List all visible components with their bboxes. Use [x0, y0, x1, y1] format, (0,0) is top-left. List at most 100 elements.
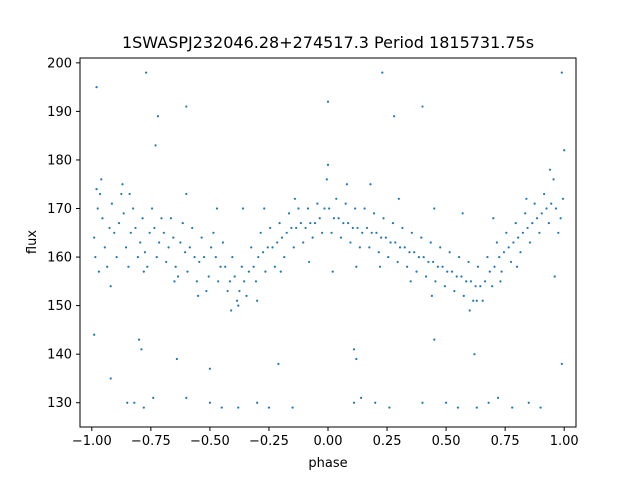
data-point	[208, 367, 211, 370]
data-point	[126, 401, 129, 404]
data-point	[155, 255, 158, 259]
data-point	[368, 246, 371, 249]
data-point	[185, 105, 188, 108]
data-point	[316, 202, 319, 205]
data-point	[514, 221, 517, 225]
data-point	[511, 406, 514, 409]
data-point	[158, 241, 161, 244]
data-point	[356, 226, 359, 230]
data-point	[140, 348, 143, 351]
data-point	[415, 270, 418, 273]
data-point	[398, 246, 402, 249]
data-point	[487, 401, 490, 404]
data-point	[293, 197, 297, 200]
data-point	[512, 241, 515, 244]
data-point	[417, 255, 421, 259]
data-point	[240, 265, 243, 268]
data-point	[531, 221, 534, 225]
data-point	[433, 338, 436, 341]
data-point	[331, 270, 334, 273]
data-point	[276, 241, 279, 244]
data-point	[259, 231, 262, 234]
data-point	[535, 217, 539, 220]
data-point	[410, 231, 413, 234]
data-point	[269, 226, 272, 230]
data-point	[318, 217, 321, 220]
data-point	[237, 406, 240, 409]
data-point	[559, 217, 562, 220]
data-point	[351, 226, 354, 230]
y-axis: 130 140 150 160 170 180 190 200	[47, 56, 80, 411]
data-point	[443, 285, 447, 288]
data-point	[527, 401, 530, 404]
data-point	[509, 260, 513, 264]
x-tick-label: −0.75	[131, 434, 171, 449]
data-point	[370, 231, 373, 234]
data-point	[162, 231, 165, 234]
data-point	[297, 207, 300, 210]
data-point	[495, 241, 498, 244]
data-point	[311, 236, 314, 239]
data-point	[214, 255, 217, 259]
data-point	[238, 289, 241, 293]
data-point	[309, 221, 312, 225]
data-point	[256, 401, 259, 404]
data-point	[554, 207, 558, 210]
data-point	[217, 280, 220, 283]
data-point	[273, 265, 276, 268]
data-point	[352, 348, 356, 351]
y-axis-label: flux	[25, 230, 40, 254]
data-point	[403, 246, 406, 249]
data-point	[103, 246, 106, 249]
data-point	[552, 178, 555, 181]
data-point	[106, 265, 109, 268]
data-point	[430, 294, 434, 298]
data-point	[325, 178, 328, 181]
data-point	[247, 270, 250, 273]
data-point	[186, 270, 189, 273]
data-point	[100, 178, 103, 181]
data-point	[548, 168, 552, 171]
y-tick-label: 160	[47, 251, 72, 266]
data-point	[560, 71, 563, 74]
data-point	[133, 401, 136, 404]
data-point	[287, 212, 291, 215]
data-point	[455, 275, 458, 278]
data-point	[486, 255, 489, 259]
data-point	[127, 265, 130, 268]
data-point	[433, 207, 436, 210]
data-point	[388, 406, 391, 409]
data-point	[231, 255, 234, 259]
data-point	[479, 285, 482, 288]
data-point	[344, 202, 347, 205]
data-point	[499, 280, 502, 283]
x-tick-label: 0.50	[432, 434, 461, 449]
data-point	[185, 192, 188, 196]
data-point	[560, 362, 563, 365]
data-point	[474, 285, 477, 288]
data-point	[326, 163, 330, 166]
data-point	[174, 265, 177, 268]
data-point	[461, 212, 464, 215]
data-point	[245, 294, 248, 298]
data-point	[515, 265, 519, 268]
data-point	[358, 246, 361, 249]
data-point	[457, 255, 461, 259]
data-point	[109, 377, 112, 380]
data-point	[93, 333, 96, 336]
data-point	[308, 260, 311, 264]
x-tick-label: 1.00	[550, 434, 579, 449]
data-point	[429, 241, 432, 244]
data-point	[377, 251, 380, 254]
data-point	[359, 396, 363, 399]
data-point	[261, 251, 265, 254]
data-point	[228, 280, 232, 283]
data-point	[380, 236, 383, 239]
data-point	[304, 226, 307, 230]
data-point	[209, 246, 213, 249]
data-point	[326, 100, 330, 103]
data-points	[93, 71, 566, 409]
data-point	[237, 304, 240, 307]
data-point	[221, 241, 224, 244]
